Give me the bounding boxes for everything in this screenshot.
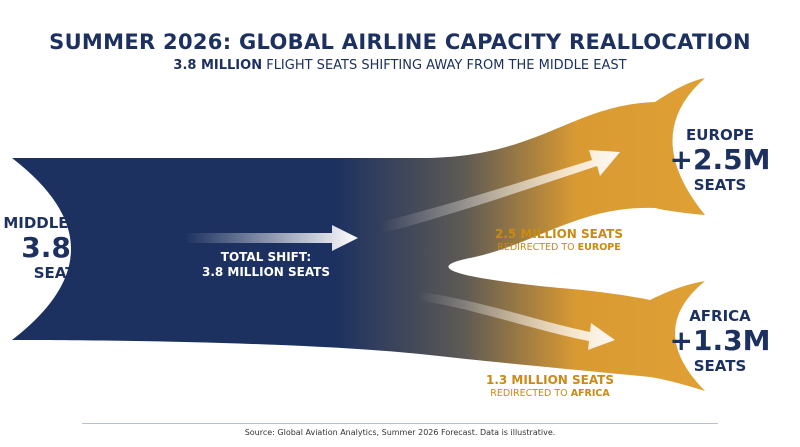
europe-flow-arrow xyxy=(380,150,620,233)
total-shift-arrow xyxy=(185,225,358,251)
total-shift-label: TOTAL SHIFT: 3.8 MILLION SEATS xyxy=(186,250,346,280)
source-value: 3.8M xyxy=(21,231,99,264)
chart-subtitle: 3.8 MILLION FLIGHT SEATS SHIFTING AWAY F… xyxy=(0,58,800,73)
footer-divider xyxy=(82,423,718,424)
total-shift-line2: 3.8 MILLION SEATS xyxy=(201,265,331,279)
subtitle-rest: FLIGHT SEATS SHIFTING AWAY FROM THE MIDD… xyxy=(262,58,627,73)
africa-name: AFRICA xyxy=(689,307,751,325)
africa-unit: SEATS xyxy=(693,357,747,375)
total-shift-line1: TOTAL SHIFT: xyxy=(220,250,312,264)
europe-caption-prefix: REDIRECTED TO xyxy=(497,242,578,253)
europe-caption-value: 2.5 MILLION SEATS xyxy=(494,227,624,241)
africa-caption: 1.3 MILLION SEATS REDIRECTED TO AFRICA xyxy=(465,373,635,400)
target-node-europe: EUROPE +2.5M SEATS xyxy=(660,126,780,194)
chart-title: SUMMER 2026: GLOBAL AIRLINE CAPACITY REA… xyxy=(49,30,751,54)
source-node-middle-east: MIDDLE EAST 3.8M SEATS xyxy=(0,214,120,282)
africa-caption-prefix: REDIRECTED TO xyxy=(490,388,571,399)
target-node-africa: AFRICA +1.3M SEATS xyxy=(660,307,780,375)
source-unit: SEATS xyxy=(33,264,87,282)
source-note: Source: Global Aviation Analytics, Summe… xyxy=(244,428,556,437)
subtitle-highlight: 3.8 MILLION xyxy=(173,58,263,73)
africa-caption-region: AFRICA xyxy=(570,388,610,399)
africa-caption-value: 1.3 MILLION SEATS xyxy=(485,373,615,387)
africa-value: +1.3M xyxy=(669,324,771,357)
europe-name: EUROPE xyxy=(686,126,754,144)
europe-unit: SEATS xyxy=(693,176,747,194)
europe-value: +2.5M xyxy=(669,143,771,176)
europe-caption-region: EUROPE xyxy=(577,242,621,253)
source-name: MIDDLE EAST xyxy=(3,214,117,232)
flow-band xyxy=(12,78,705,391)
africa-flow-arrow xyxy=(418,292,615,350)
europe-caption-sub: REDIRECTED TO EUROPE xyxy=(474,242,644,254)
africa-caption-sub: REDIRECTED TO AFRICA xyxy=(465,388,635,400)
europe-caption: 2.5 MILLION SEATS REDIRECTED TO EUROPE xyxy=(474,227,644,254)
